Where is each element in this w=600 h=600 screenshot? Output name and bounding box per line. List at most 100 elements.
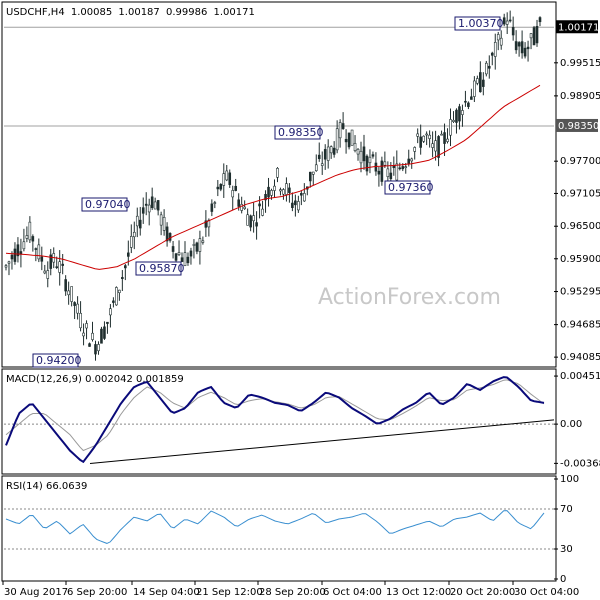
candle-body-126 [380, 160, 384, 182]
candle-body-82 [249, 215, 252, 228]
candle-body-119 [359, 150, 363, 164]
candle-body-33 [103, 326, 106, 339]
candlesticks [4, 10, 542, 361]
candle-body-105 [317, 154, 321, 160]
candle-body-95 [288, 187, 291, 193]
candle-body-179 [538, 17, 542, 23]
candle-body-70 [213, 202, 217, 204]
candle-body-6 [22, 241, 26, 250]
candle-body-92 [279, 189, 282, 192]
candle-body-124 [374, 162, 378, 172]
candle-body-63 [192, 243, 196, 246]
candle-body-53 [162, 217, 166, 231]
x-tick-label-7: 20 Oct 20:00 [450, 587, 515, 598]
candle-body-2 [10, 254, 14, 260]
candle-body-36 [112, 300, 115, 303]
candle-body-76 [231, 190, 235, 198]
candle-body-32 [100, 328, 103, 344]
candle-body-162 [487, 65, 491, 69]
callout-box-5 [32, 353, 79, 368]
candle-body-71 [216, 186, 220, 190]
candle-body-4 [16, 244, 20, 257]
candle-body-9 [31, 236, 35, 242]
candle-body-159 [479, 72, 482, 93]
candle-body-86 [261, 208, 264, 216]
candle-body-132 [398, 167, 402, 170]
candle-body-141 [425, 133, 428, 136]
candle-body-140 [422, 135, 425, 142]
x-tick-label-6: 13 Oct 12:00 [386, 587, 451, 598]
candle-body-35 [109, 308, 112, 316]
candle-body-138 [416, 133, 419, 137]
candle-body-77 [234, 185, 238, 191]
candle-body-80 [243, 206, 246, 209]
candle-body-142 [428, 134, 431, 139]
candle-body-23 [73, 302, 76, 306]
candle-body-115 [347, 132, 351, 148]
candle-body-170 [511, 27, 515, 36]
callout-label-5: 0.94200 [36, 354, 82, 367]
candle-body-67 [204, 220, 208, 228]
callout-label-2: 0.97040 [85, 198, 131, 211]
candle-body-55 [168, 233, 172, 241]
callout-box-0 [454, 16, 501, 31]
rsi-tick-label-1: 70 [560, 504, 573, 515]
candle-body-47 [144, 203, 148, 206]
candle-body-11 [37, 244, 41, 260]
candle-body-56 [171, 246, 175, 252]
candle-body-102 [308, 171, 312, 182]
candle-body-154 [464, 100, 467, 103]
candle-body-18 [58, 261, 61, 273]
candle-body-17 [55, 266, 59, 268]
level-tag-label-1: 0.98350 [558, 121, 599, 132]
symbol-timeframe: USDCHF,H4 [6, 7, 65, 18]
candle-body-52 [159, 214, 163, 226]
candle-body-107 [323, 149, 327, 160]
candle-body-26 [82, 332, 85, 337]
candle-body-123 [371, 154, 375, 157]
candle-body-58 [177, 252, 181, 255]
candle-body-0 [4, 265, 8, 268]
candle-body-74 [225, 170, 229, 181]
candle-body-104 [314, 164, 318, 171]
candle-body-64 [195, 242, 199, 252]
candle-body-66 [201, 240, 205, 243]
candle-body-37 [115, 287, 118, 306]
candle-body-50 [153, 201, 157, 210]
candle-body-38 [118, 289, 121, 293]
x-tick-label-8: 30 Oct 04:00 [514, 587, 579, 598]
candle-body-91 [276, 168, 279, 178]
price-tick-label-4: 0.96500 [560, 221, 600, 232]
candle-body-103 [311, 171, 315, 175]
rsi-panel-frame [1, 475, 557, 582]
candle-body-122 [368, 156, 372, 164]
candle-body-129 [389, 172, 393, 180]
macd-lines [4, 376, 555, 464]
callout-label-0: 1.00370 [458, 17, 504, 30]
candle-body-156 [470, 96, 473, 100]
candle-body-84 [255, 222, 258, 227]
macd-tick-label-1: 0.00 [560, 419, 582, 430]
candle-body-41 [127, 252, 130, 257]
candle-body-110 [332, 147, 336, 155]
candle-body-20 [64, 279, 67, 292]
candle-body-118 [356, 148, 360, 155]
candle-body-153 [461, 110, 464, 115]
candle-body-19 [61, 263, 64, 266]
rsi-y-axis: 100 70 30 0 [554, 474, 579, 585]
candle-body-111 [335, 128, 339, 151]
candle-body-99 [300, 193, 303, 196]
price-callouts: 1.00370 0.98350 0.97040 0.95870 0.97360 0.942… [32, 16, 504, 368]
candle-body-125 [377, 170, 381, 175]
candle-body-164 [493, 42, 497, 57]
rsi-tick-label-3: 0 [560, 574, 566, 585]
ohlc-low: 0.99986 [166, 7, 207, 18]
candle-body-79 [240, 204, 243, 211]
candle-body-39 [121, 277, 124, 280]
candle-body-42 [129, 236, 133, 248]
candle-body-114 [344, 138, 348, 143]
ohlc-high: 1.00187 [118, 7, 159, 18]
candle-body-144 [434, 140, 437, 152]
candle-body-112 [338, 122, 342, 139]
candle-body-93 [282, 189, 285, 195]
